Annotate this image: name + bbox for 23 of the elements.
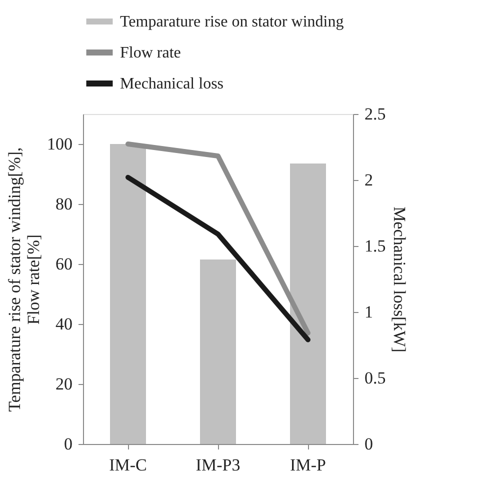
y-tick-label: 60 — [56, 254, 72, 274]
y2-tick-label: 1.5 — [364, 236, 386, 256]
y2-tick-label: 2 — [364, 170, 373, 190]
y-axis-title: Temparature rise of stator winding[%], Flow rate[%] — [5, 147, 43, 412]
y-tick-label: 40 — [56, 314, 72, 334]
legend-label: Temparature rise on stator winding — [120, 14, 344, 30]
y2-axis-title: Mechanical loss[kW] — [390, 206, 409, 352]
y-tick-label: 80 — [56, 194, 72, 214]
bar — [290, 164, 326, 444]
y-tick-label: 20 — [56, 374, 72, 394]
legend-label: Flow rate — [120, 44, 181, 62]
y-tick-label: 100 — [47, 134, 72, 154]
y2-tick-label: 1 — [364, 302, 373, 322]
bar — [200, 260, 236, 444]
x-tick-label: IM-P — [290, 456, 326, 474]
y2-tick-label: 0.5 — [364, 368, 386, 388]
x-tick-label: IM-C — [109, 456, 147, 474]
y2-tick-label: 0 — [364, 434, 373, 454]
legend-label: Mechanical loss — [120, 76, 224, 92]
bar — [110, 144, 146, 444]
y2-tick-label: 2.5 — [364, 104, 386, 124]
y-tick-label: 0 — [64, 434, 72, 454]
x-tick-label: IM-P3 — [196, 456, 240, 474]
